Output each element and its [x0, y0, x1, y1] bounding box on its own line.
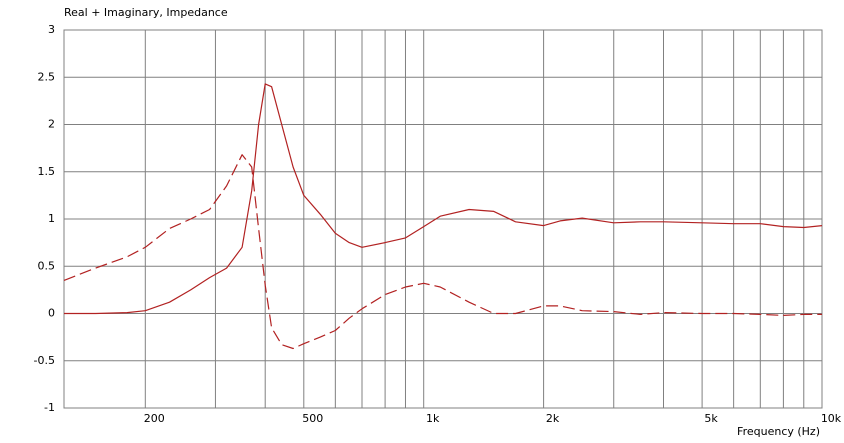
y-tick-label: 1 [48, 212, 55, 225]
y-tick-label: 1.5 [38, 165, 56, 178]
y-tick-label: 3 [48, 23, 55, 36]
x-axis-label: Frequency (Hz) [737, 425, 820, 438]
line-series [63, 154, 822, 350]
y-tick-label: -1 [44, 401, 55, 414]
chart-title: Real + Imaginary, Impedance [64, 6, 228, 19]
x-tick-label: 500 [302, 412, 323, 425]
x-tick-label: 1k [426, 412, 440, 425]
line-series [64, 83, 823, 315]
x-tick-label: 2k [546, 412, 560, 425]
y-tick-label: 0.5 [38, 259, 56, 272]
x-tick-label: 10k [821, 412, 842, 425]
y-tick-label: -0.5 [34, 354, 55, 367]
x-tick-label: 200 [144, 412, 165, 425]
y-tick-label: 0 [48, 307, 55, 320]
y-tick-label: 2.5 [38, 70, 56, 83]
x-tick-label: 5k [704, 412, 718, 425]
y-tick-label: 2 [48, 118, 55, 131]
